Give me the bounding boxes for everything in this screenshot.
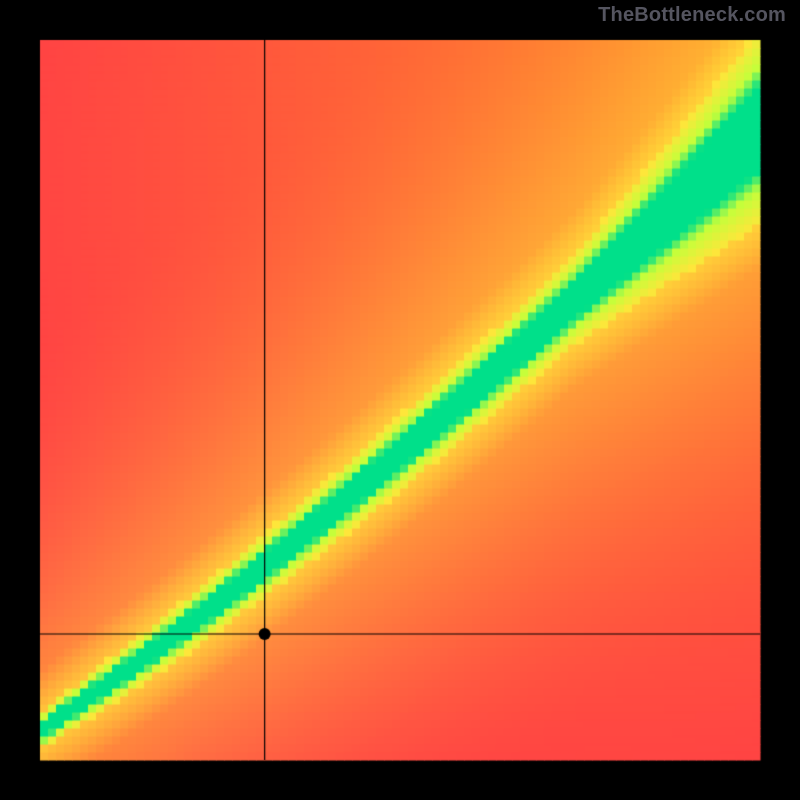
chart-container: { "meta": { "watermark_text": "TheBottle… <box>0 0 800 800</box>
bottleneck-heatmap <box>0 0 800 800</box>
watermark-label: TheBottleneck.com <box>598 4 786 27</box>
